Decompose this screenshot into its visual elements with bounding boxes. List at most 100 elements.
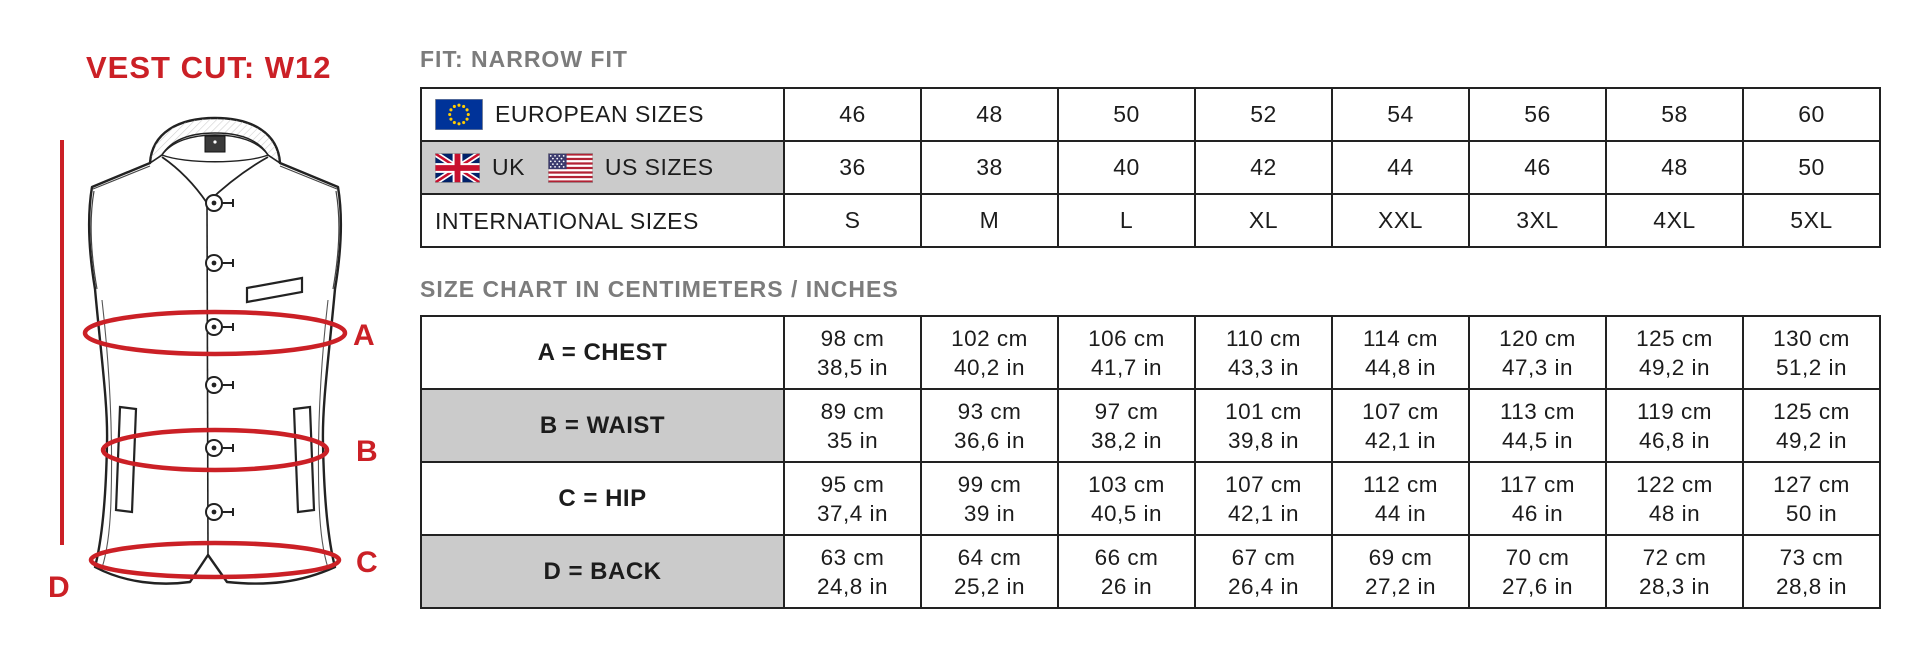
size-cell: 50 (1742, 140, 1881, 195)
cm-value: 70 cm (1505, 544, 1570, 570)
in-value: 42,1 in (1227, 500, 1300, 526)
in-value: 49,2 in (1638, 354, 1711, 380)
row-label-european-sizes: EUROPEAN SIZES (420, 87, 785, 142)
page-title: VEST CUT: W12 (86, 50, 332, 85)
row-label-hip: C = HIP (420, 461, 785, 536)
cm-value: 89 cm (820, 398, 885, 424)
size-cell: 48 (1605, 140, 1744, 195)
size-cell: 3XL (1468, 193, 1607, 248)
measure-label-c: C (356, 546, 378, 579)
table-row: UK (420, 140, 1881, 195)
measurement-cell: 64 cm 25,2 in (920, 534, 1059, 609)
buttons-icon (205, 194, 234, 521)
row-label-text: US SIZES (604, 154, 714, 180)
hem-measure-ellipse (88, 540, 342, 580)
measurement-cell: 97 cm 38,2 in (1057, 388, 1196, 463)
measurement-cell: 107 cm 42,1 in (1194, 461, 1333, 536)
measurement-cell: 125 cm 49,2 in (1742, 388, 1881, 463)
measurement-cell: 120 cm 47,3 in (1468, 315, 1607, 390)
size-cell: 5XL (1742, 193, 1881, 248)
table-row: EUROPEAN SIZES 46 48 50 52 54 56 58 60 (420, 87, 1881, 142)
size-cell: L (1057, 193, 1196, 248)
table-row: INTERNATIONAL SIZES S M L XL XXL 3XL 4XL… (420, 193, 1881, 248)
in-value: 36,6 in (953, 427, 1026, 453)
table-row: B = WAIST 89 cm 35 in 93 cm 36,6 in 97 cm 3… (420, 388, 1881, 463)
cm-value: 130 cm (1773, 325, 1850, 351)
chest-pocket-icon (245, 276, 304, 304)
measurement-cell: 112 cm 44 in (1331, 461, 1470, 536)
cm-value: 72 cm (1642, 544, 1707, 570)
cm-value: 101 cm (1225, 398, 1302, 424)
in-value: 35 in (826, 427, 879, 453)
in-value: 41,7 in (1090, 354, 1163, 380)
cm-value: 122 cm (1636, 471, 1713, 497)
size-cell: 50 (1057, 87, 1196, 142)
right-pocket-icon (292, 405, 316, 514)
measurement-cell: 130 cm 51,2 in (1742, 315, 1881, 390)
measurement-cell: 122 cm 48 in (1605, 461, 1744, 536)
cm-value: 69 cm (1368, 544, 1433, 570)
row-label-uk-us-sizes: UK (420, 140, 785, 195)
row-label-chest: A = CHEST (420, 315, 785, 390)
eu-flag-icon (435, 99, 483, 130)
row-label-text: UK (492, 154, 525, 180)
cm-value: 107 cm (1225, 471, 1302, 497)
in-value: 40,2 in (953, 354, 1026, 380)
row-label-waist: B = WAIST (420, 388, 785, 463)
cm-value: 125 cm (1773, 398, 1850, 424)
in-value: 47,3 in (1501, 354, 1574, 380)
row-label-text: INTERNATIONAL SIZES (435, 207, 699, 234)
size-cell: 52 (1194, 87, 1333, 142)
size-cell: 46 (1468, 140, 1607, 195)
in-value: 39,8 in (1227, 427, 1300, 453)
size-cell: 36 (783, 140, 922, 195)
in-value: 49,2 in (1775, 427, 1848, 453)
in-value: 44,8 in (1364, 354, 1437, 380)
waist-measure-ellipse (100, 427, 330, 473)
size-cell: 46 (783, 87, 922, 142)
size-cell: 4XL (1605, 193, 1744, 248)
measurement-cell: 69 cm 27,2 in (1331, 534, 1470, 609)
in-value: 50 in (1785, 500, 1838, 526)
chest-measure-ellipse (82, 309, 348, 357)
measurement-cell: 101 cm 39,8 in (1194, 388, 1333, 463)
cm-value: 97 cm (1094, 398, 1159, 424)
cm-value: 63 cm (820, 544, 885, 570)
measurement-cell: 119 cm 46,8 in (1605, 388, 1744, 463)
size-cell: 38 (920, 140, 1059, 195)
cm-value: 112 cm (1362, 471, 1439, 497)
table-row: A = CHEST 98 cm 38,5 in 102 cm 40,2 in 106… (420, 315, 1881, 390)
in-value: 25,2 in (953, 573, 1026, 599)
measurements-table: A = CHEST 98 cm 38,5 in 102 cm 40,2 in 106… (420, 315, 1881, 609)
size-cell: S (783, 193, 922, 248)
measurement-cell: 127 cm 50 in (1742, 461, 1881, 536)
measurement-cell: 72 cm 28,3 in (1605, 534, 1744, 609)
in-value: 24,8 in (816, 573, 889, 599)
size-cell: 56 (1468, 87, 1607, 142)
in-value: 40,5 in (1090, 500, 1163, 526)
measurement-cell: 102 cm 40,2 in (920, 315, 1059, 390)
size-cell: 44 (1331, 140, 1470, 195)
measurement-cell: 73 cm 28,8 in (1742, 534, 1881, 609)
in-value: 46,8 in (1638, 427, 1711, 453)
measure-label-d: D (48, 571, 70, 604)
size-cell: XL (1194, 193, 1333, 248)
measurement-cell: 117 cm 46 in (1468, 461, 1607, 536)
in-value: 26,4 in (1227, 573, 1300, 599)
measurement-cell: 99 cm 39 in (920, 461, 1059, 536)
cm-value: 95 cm (820, 471, 885, 497)
cm-value: 120 cm (1499, 325, 1576, 351)
measurement-cell: 110 cm 43,3 in (1194, 315, 1333, 390)
cm-value: 119 cm (1636, 398, 1713, 424)
cm-value: 127 cm (1773, 471, 1850, 497)
in-value: 43,3 in (1227, 354, 1300, 380)
cm-value: 73 cm (1779, 544, 1844, 570)
cm-value: 114 cm (1362, 325, 1439, 351)
vest-diagram: A B C D (48, 116, 378, 604)
table-row: C = HIP 95 cm 37,4 in 99 cm 39 in 103 cm 40… (420, 461, 1881, 536)
in-value: 37,4 in (816, 500, 889, 526)
size-cell: 40 (1057, 140, 1196, 195)
in-value: 44,5 in (1501, 427, 1574, 453)
measurement-cell: 95 cm 37,4 in (783, 461, 922, 536)
size-cell: 42 (1194, 140, 1333, 195)
